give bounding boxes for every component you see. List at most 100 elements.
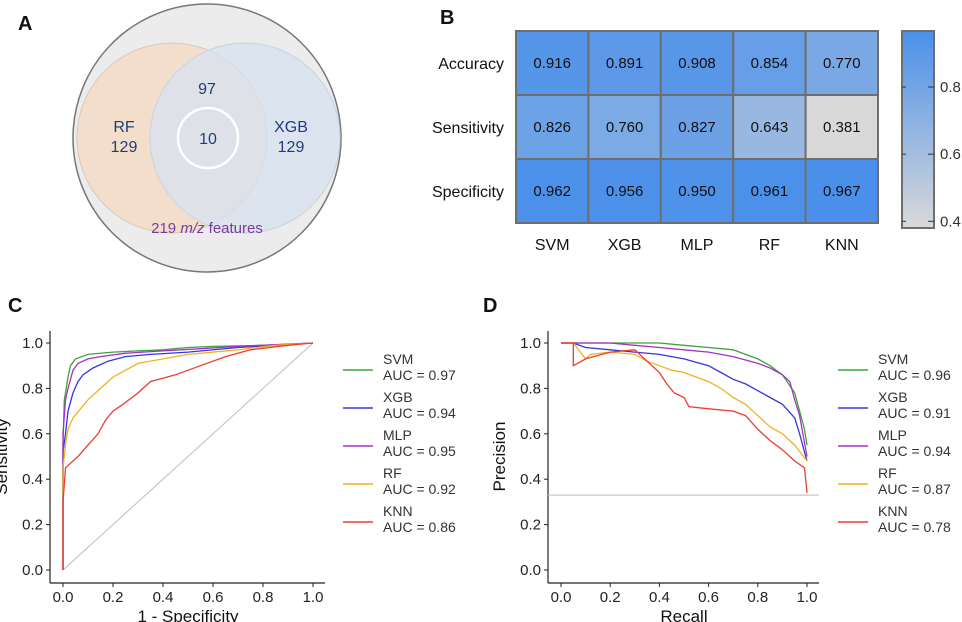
heatmap-cell-value: 0.967: [823, 183, 861, 200]
heatmap-cell: [659, 158, 735, 224]
x-axis-label: 1 - Specificity: [137, 607, 239, 622]
colorbar-tick-label: 0.8: [940, 79, 961, 96]
heatmap-column-label: SVM: [535, 237, 570, 254]
heatmap-cell-value: 0.826: [533, 119, 571, 136]
x-tick-label: 0.4: [153, 589, 174, 606]
heatmap-cell: [804, 158, 879, 224]
heatmap-cell: [587, 94, 662, 160]
heatmap-cell: [515, 94, 590, 160]
series-line-mlp: [561, 342, 808, 457]
legend-name: MLP: [878, 427, 907, 443]
y-tick-label: 0.8: [520, 380, 541, 397]
venn-inner-circle: [176, 106, 240, 170]
series-line-svm: [62, 342, 314, 570]
heatmap-cell-value: 0.770: [823, 55, 861, 72]
legend-auc: AUC = 0.87: [878, 481, 951, 497]
venn-diagram: RF 129 XGB 129 97 10 219 m/z features: [72, 3, 342, 273]
venn-core-count: 10: [199, 131, 217, 148]
heatmap-cell-value: 0.956: [606, 183, 644, 200]
venn-total-label: 219 m/z features: [151, 220, 263, 237]
x-axis-label: Recall: [660, 607, 707, 622]
y-tick-label: 0.8: [22, 380, 43, 397]
y-tick-label: 0.6: [520, 426, 541, 443]
legend-auc: AUC = 0.94: [383, 405, 456, 421]
heatmap-row-label: Specificity: [432, 184, 504, 201]
heatmap-cell-value: 0.891: [606, 55, 644, 72]
venn-xgb-count: 129: [278, 139, 305, 156]
roc-plot: 0.0 0.2 0.4 0.6 0.8 1.0 0.0 0.2 0.4 0.6 0.8 1.0 1 - …: [0, 331, 456, 622]
series-line-rf: [62, 342, 314, 570]
series-line-svm: [561, 342, 808, 446]
y-tick-label: 0.2: [22, 517, 43, 534]
heatmap-column-label: XGB: [608, 237, 642, 254]
legend-name: XGB: [383, 389, 413, 405]
legend-auc: AUC = 0.78: [878, 519, 951, 535]
heatmap-row-label: Sensitivity: [432, 120, 504, 137]
venn-rf-label: RF: [113, 119, 135, 136]
x-tick-label: 0.4: [649, 589, 670, 606]
venn-xgb-label: XGB: [274, 119, 308, 136]
x-tick-label: 0.0: [53, 589, 74, 606]
series-line-knn: [62, 342, 314, 570]
series-line-knn: [561, 342, 808, 493]
heatmap-cell-value: 0.381: [823, 119, 861, 136]
legend-auc: AUC = 0.94: [878, 443, 951, 459]
y-tick-label: 0.0: [520, 562, 541, 579]
series-line-rf: [561, 342, 808, 462]
venn-overlap-count: 97: [198, 81, 216, 98]
heatmap-cell-value: 0.854: [751, 55, 789, 72]
y-tick-label: 0.2: [520, 517, 541, 534]
heatmap-column-label: KNN: [825, 237, 859, 254]
heatmap-cell: [732, 30, 807, 96]
x-tick-label: 0.6: [698, 589, 719, 606]
y-tick-label: 0.4: [520, 471, 541, 488]
legend-name: KNN: [878, 503, 908, 519]
heatmap-cell-value: 0.908: [678, 55, 716, 72]
legend-auc: AUC = 0.86: [383, 519, 456, 535]
series-line-mlp: [62, 342, 314, 570]
chance-diagonal: [62, 342, 314, 571]
legend-name: RF: [878, 465, 897, 481]
x-tick-label: 0.8: [747, 589, 768, 606]
y-tick-label: 0.4: [22, 471, 43, 488]
heatmap-row-label: Accuracy: [438, 56, 504, 73]
heatmap-cell-value: 0.961: [751, 183, 789, 200]
heatmap-cell-value: 0.643: [751, 119, 789, 136]
x-tick-label: 0.6: [203, 589, 224, 606]
y-tick-label: 0.6: [22, 426, 43, 443]
heatmap-cell: [804, 30, 879, 96]
legend-name: MLP: [383, 427, 412, 443]
legend-name: KNN: [383, 503, 413, 519]
colorbar-bar: [901, 30, 935, 229]
y-axis-label: Precision: [490, 422, 509, 492]
x-tick-label: 0.0: [551, 589, 572, 606]
legend-auc: AUC = 0.91: [878, 405, 951, 421]
heatmap-cell: [515, 158, 590, 224]
heatmap-cell-value: 0.962: [533, 183, 571, 200]
legend-name: SVM: [878, 351, 908, 367]
colorbar-tick-label: 0.6: [940, 146, 961, 163]
heatmap-cell: [732, 94, 807, 160]
series-line-xgb: [62, 342, 314, 570]
legend-name: XGB: [878, 389, 908, 405]
panel-label-b: B: [440, 7, 454, 29]
legend-name: SVM: [383, 351, 413, 367]
legend-auc: AUC = 0.92: [383, 481, 456, 497]
x-tick-label: 1.0: [303, 589, 324, 606]
heatmap: 0.916 0.891 0.908 0.854 0.770 Accuracy 0.826 0.…: [432, 30, 879, 254]
heatmap-cell-value: 0.827: [678, 119, 716, 136]
y-tick-label: 1.0: [22, 335, 43, 352]
heatmap-cell-value: 0.760: [606, 119, 644, 136]
legend-auc: AUC = 0.96: [878, 367, 951, 383]
heatmap-column-label: MLP: [681, 237, 714, 254]
heatmap-colorbar: 0.4 0.6 0.8: [901, 30, 961, 230]
heatmap-cell-value: 0.950: [678, 183, 716, 200]
venn-xgb-circle: [149, 42, 341, 234]
y-tick-label: 0.0: [22, 562, 43, 579]
x-tick-label: 1.0: [797, 589, 818, 606]
heatmap-cell: [587, 158, 662, 224]
series-line-xgb: [561, 342, 808, 462]
legend-auc: AUC = 0.97: [383, 367, 456, 383]
x-tick-label: 0.2: [600, 589, 621, 606]
